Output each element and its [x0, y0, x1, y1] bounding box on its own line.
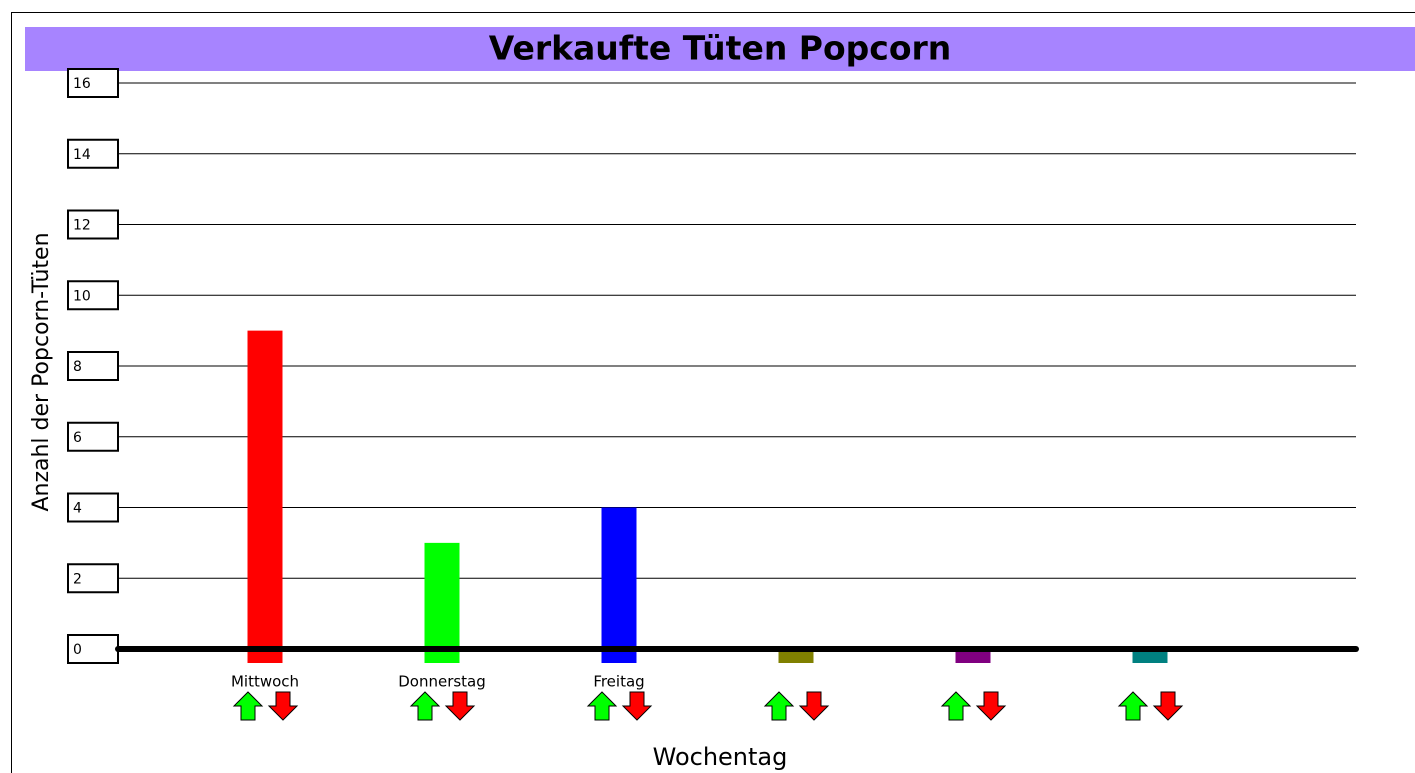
y-tick-label: 14	[73, 147, 91, 163]
y-tick-label: 2	[73, 571, 82, 587]
title-band	[25, 27, 1415, 71]
y-tick-box	[67, 280, 119, 311]
y-tick-label: 8	[73, 359, 82, 375]
bar	[601, 507, 637, 663]
y-axis-label: Anzahl der Popcorn-Tüten	[29, 232, 54, 511]
decrease-button[interactable]	[1152, 691, 1184, 721]
decrease-button[interactable]	[444, 691, 476, 721]
bar	[424, 542, 460, 663]
bar	[1132, 649, 1168, 663]
y-tick-label: 0	[73, 642, 82, 658]
x-tick-label: Donnerstag	[398, 673, 486, 691]
increase-button[interactable]	[586, 691, 618, 721]
y-tick-box	[67, 563, 119, 594]
increase-button[interactable]	[232, 691, 264, 721]
y-tick-label: 4	[73, 501, 82, 517]
x-axis-label: Wochentag	[653, 743, 788, 771]
y-tick-box	[67, 492, 119, 523]
x-tick-label: Mittwoch	[231, 673, 299, 691]
decrease-button[interactable]	[267, 691, 299, 721]
y-tick-label: 16	[73, 76, 91, 92]
chart-title: Verkaufte Tüten Popcorn	[489, 29, 952, 68]
y-tick-box	[67, 421, 119, 452]
bar	[778, 649, 814, 663]
bar	[955, 649, 991, 663]
y-tick-box	[67, 138, 119, 169]
y-tick-label: 6	[73, 430, 82, 446]
y-tick-box	[67, 351, 119, 381]
increase-button[interactable]	[940, 691, 972, 721]
increase-button[interactable]	[1117, 691, 1149, 721]
bar	[247, 330, 283, 663]
y-tick-label: 10	[73, 288, 91, 304]
y-tick-box	[67, 68, 119, 98]
y-tick-label: 12	[73, 218, 91, 234]
increase-button[interactable]	[409, 691, 441, 721]
x-tick-label: Freitag	[593, 673, 644, 691]
increase-button[interactable]	[763, 691, 795, 721]
decrease-button[interactable]	[975, 691, 1007, 721]
y-tick-box	[67, 209, 119, 240]
decrease-button[interactable]	[798, 691, 830, 721]
decrease-button[interactable]	[621, 691, 653, 721]
